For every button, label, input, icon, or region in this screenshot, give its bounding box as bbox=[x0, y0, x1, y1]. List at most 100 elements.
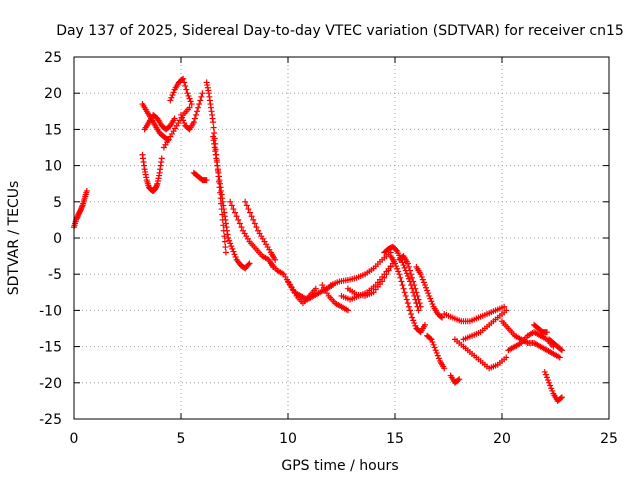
data-point bbox=[383, 271, 390, 278]
series-arc-31 bbox=[531, 321, 550, 336]
series-arc-11 bbox=[225, 235, 253, 272]
data-point bbox=[235, 216, 242, 223]
data-point bbox=[547, 382, 554, 389]
data-point bbox=[411, 282, 418, 289]
data-point bbox=[423, 284, 430, 291]
data-point bbox=[210, 124, 217, 131]
data-point bbox=[243, 202, 250, 209]
data-point bbox=[185, 92, 192, 99]
y-tick-label: 5 bbox=[53, 195, 62, 211]
data-point bbox=[412, 285, 419, 292]
data-point bbox=[179, 114, 186, 121]
data-point bbox=[429, 339, 436, 346]
series-arc-21 bbox=[387, 253, 428, 336]
data-point bbox=[548, 385, 555, 392]
x-tick-label: 5 bbox=[177, 431, 186, 447]
data-point bbox=[557, 346, 564, 353]
data-point bbox=[398, 278, 405, 285]
series-arc-23 bbox=[413, 263, 446, 321]
data-point bbox=[221, 238, 228, 245]
x-tick-label: 15 bbox=[386, 431, 404, 447]
data-point bbox=[394, 265, 401, 272]
series-arc-5 bbox=[160, 104, 193, 151]
data-point bbox=[222, 244, 229, 251]
data-point bbox=[404, 300, 411, 307]
data-point bbox=[435, 355, 442, 362]
series-arc-15 bbox=[285, 278, 336, 303]
data-point bbox=[428, 336, 435, 343]
data-point bbox=[229, 245, 236, 252]
data-point bbox=[402, 292, 409, 299]
data-point bbox=[181, 79, 188, 86]
data-point bbox=[405, 303, 412, 310]
series-arc-25 bbox=[441, 303, 508, 325]
x-tick-label: 10 bbox=[279, 431, 297, 447]
data-point bbox=[168, 94, 175, 101]
data-point bbox=[558, 347, 565, 354]
series-arc-4 bbox=[141, 111, 178, 133]
data-point bbox=[432, 347, 439, 354]
data-point bbox=[230, 248, 237, 255]
data-point bbox=[556, 354, 563, 361]
data-point bbox=[226, 237, 233, 244]
data-point bbox=[421, 282, 428, 289]
data-point bbox=[408, 311, 415, 318]
series-arc-22 bbox=[396, 253, 424, 310]
data-point bbox=[420, 279, 427, 286]
data-point bbox=[542, 371, 549, 378]
series-arc-13 bbox=[242, 198, 279, 263]
data-point bbox=[180, 75, 187, 82]
data-point bbox=[558, 394, 565, 401]
data-point bbox=[400, 285, 407, 292]
data-point bbox=[169, 92, 176, 99]
data-point bbox=[405, 263, 412, 270]
data-point bbox=[83, 187, 90, 194]
data-point bbox=[381, 274, 388, 281]
data-point bbox=[190, 119, 197, 126]
data-point bbox=[395, 268, 402, 275]
series-arc-32 bbox=[541, 368, 565, 404]
data-point bbox=[413, 289, 420, 296]
data-point bbox=[393, 246, 400, 253]
data-point bbox=[247, 209, 254, 216]
data-point bbox=[546, 379, 553, 386]
data-point bbox=[196, 101, 203, 108]
data-point bbox=[403, 270, 410, 277]
data-point bbox=[415, 296, 422, 303]
data-point bbox=[194, 108, 201, 115]
data-point bbox=[427, 295, 434, 302]
data-point bbox=[557, 395, 564, 402]
data-point bbox=[197, 97, 204, 104]
data-point bbox=[414, 292, 421, 299]
data-point bbox=[232, 254, 239, 261]
data-point bbox=[426, 292, 433, 299]
data-point bbox=[399, 282, 406, 289]
data-point bbox=[184, 90, 191, 97]
data-point bbox=[158, 155, 165, 162]
data-point bbox=[246, 260, 253, 267]
data-point bbox=[183, 86, 190, 93]
data-point bbox=[203, 177, 210, 184]
data-point bbox=[253, 224, 260, 231]
data-point bbox=[501, 303, 508, 310]
series-arc-27 bbox=[460, 307, 510, 343]
data-point bbox=[227, 240, 234, 247]
data-point bbox=[170, 89, 177, 96]
data-point bbox=[541, 368, 548, 375]
series-arc-33 bbox=[546, 336, 565, 354]
data-point bbox=[195, 104, 202, 111]
data-point bbox=[431, 344, 438, 351]
data-point bbox=[419, 276, 426, 283]
data-point bbox=[408, 271, 415, 278]
data-point bbox=[406, 307, 413, 314]
y-tick-label: -25 bbox=[39, 412, 62, 428]
data-point bbox=[399, 259, 406, 266]
data-point bbox=[418, 273, 425, 280]
series-arc-19 bbox=[344, 263, 394, 299]
series-arc-1 bbox=[71, 187, 90, 231]
data-point bbox=[411, 320, 418, 327]
y-tick-label: -15 bbox=[39, 340, 62, 356]
data-point bbox=[427, 335, 434, 342]
